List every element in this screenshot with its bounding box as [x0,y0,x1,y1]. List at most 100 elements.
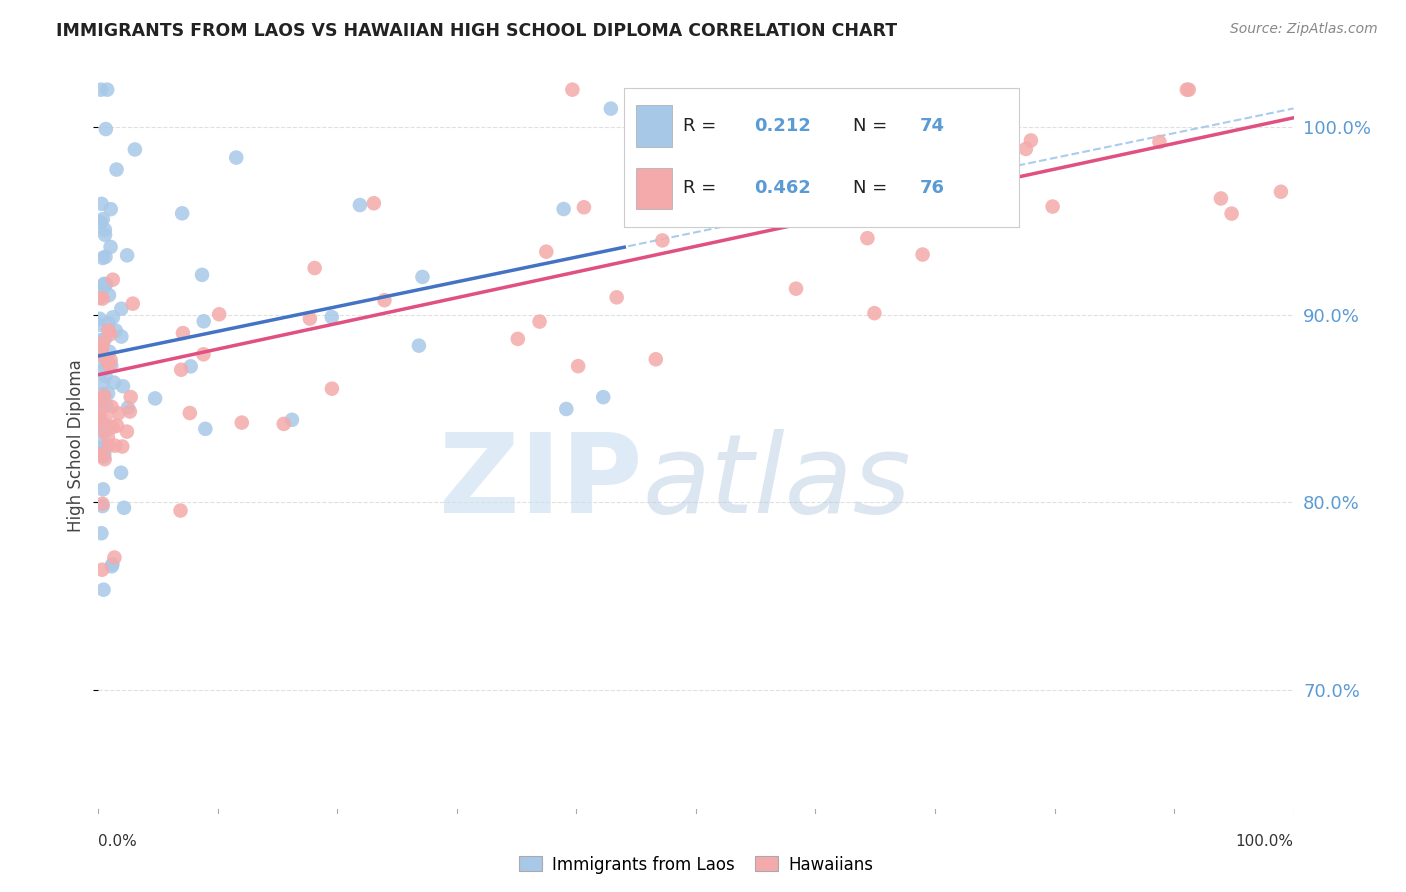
Point [1149,135,1171,149]
Point [112,500,135,515]
Point [90,343,112,357]
Point [191,268,214,282]
Point [93,362,115,376]
Point [89,402,111,417]
Point [606,290,628,304]
Text: Source: ZipAtlas.com: Source: ZipAtlas.com [1230,22,1378,37]
Point [89,291,111,305]
Point [101,273,124,287]
Point [93,277,115,291]
Point [561,83,583,97]
Point [91,251,114,265]
Point [856,231,879,245]
Point [97,316,120,330]
Point [644,352,666,367]
Point [1015,142,1038,156]
Point [100,202,122,217]
Point [94,277,117,292]
Point [553,202,575,216]
Point [89,449,111,463]
Point [90,423,112,437]
Point [111,440,134,454]
Point [1177,83,1199,97]
Point [110,466,132,480]
Point [93,450,115,464]
Point [572,200,595,214]
Point [555,401,578,416]
Point [567,359,589,373]
Point [98,344,121,359]
Point [93,582,115,597]
Point [101,310,124,325]
Point [96,83,118,97]
Point [93,389,115,403]
Point [536,244,558,259]
Point [411,269,433,284]
Point [304,260,326,275]
Point [121,296,143,310]
Point [94,122,117,136]
Point [97,430,120,444]
Point [98,288,121,302]
Point [1042,200,1064,214]
Y-axis label: High School Diploma: High School Diploma [67,359,86,533]
Point [193,347,215,361]
Point [91,499,114,513]
Point [89,410,111,425]
Point [90,526,112,541]
Point [90,83,112,97]
Point [89,311,111,326]
Point [169,503,191,517]
Point [1270,185,1292,199]
Text: IMMIGRANTS FROM LAOS VS HAWAIIAN HIGH SCHOOL DIPLOMA CORRELATION CHART: IMMIGRANTS FROM LAOS VS HAWAIIAN HIGH SC… [56,22,897,40]
Text: 0.0%: 0.0% [98,834,138,849]
Point [118,404,141,418]
Point [321,310,343,324]
Point [785,282,807,296]
Point [91,483,114,497]
Point [101,558,124,572]
Point [89,318,111,332]
Point [349,198,371,212]
Point [96,399,118,413]
Point [104,324,127,338]
Point [115,248,138,262]
Point [94,412,117,426]
Point [89,392,111,406]
Point [231,416,253,430]
Legend: Immigrants from Laos, Hawaiians: Immigrants from Laos, Hawaiians [512,849,880,880]
Point [91,563,114,577]
Point [93,278,115,293]
Point [172,326,194,340]
Point [180,359,202,374]
Text: 100.0%: 100.0% [1236,834,1294,849]
Point [104,439,127,453]
Point [93,417,115,432]
Point [193,314,215,328]
Point [298,311,321,326]
Point [651,234,673,248]
Point [89,396,111,410]
Point [904,108,927,122]
Point [100,359,122,373]
Point [225,151,247,165]
Point [91,376,114,391]
Point [506,332,529,346]
Point [90,348,112,362]
Point [96,354,118,368]
Point [89,344,111,359]
Point [111,379,134,393]
Point [110,329,132,343]
Point [93,387,115,401]
Point [363,196,385,211]
Point [117,401,139,415]
Point [90,197,112,211]
Point [529,315,551,329]
Point [100,353,122,368]
Point [94,227,117,242]
Point [91,337,114,351]
Point [91,212,114,227]
Point [599,102,621,116]
Point [179,406,201,420]
Point [273,417,295,431]
